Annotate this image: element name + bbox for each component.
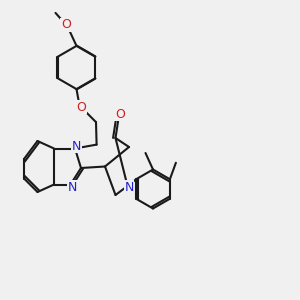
Text: O: O <box>61 18 71 32</box>
Text: N: N <box>67 181 77 194</box>
Text: N: N <box>124 181 134 194</box>
Text: O: O <box>76 100 86 114</box>
Text: O: O <box>115 107 125 121</box>
Text: N: N <box>72 140 81 153</box>
